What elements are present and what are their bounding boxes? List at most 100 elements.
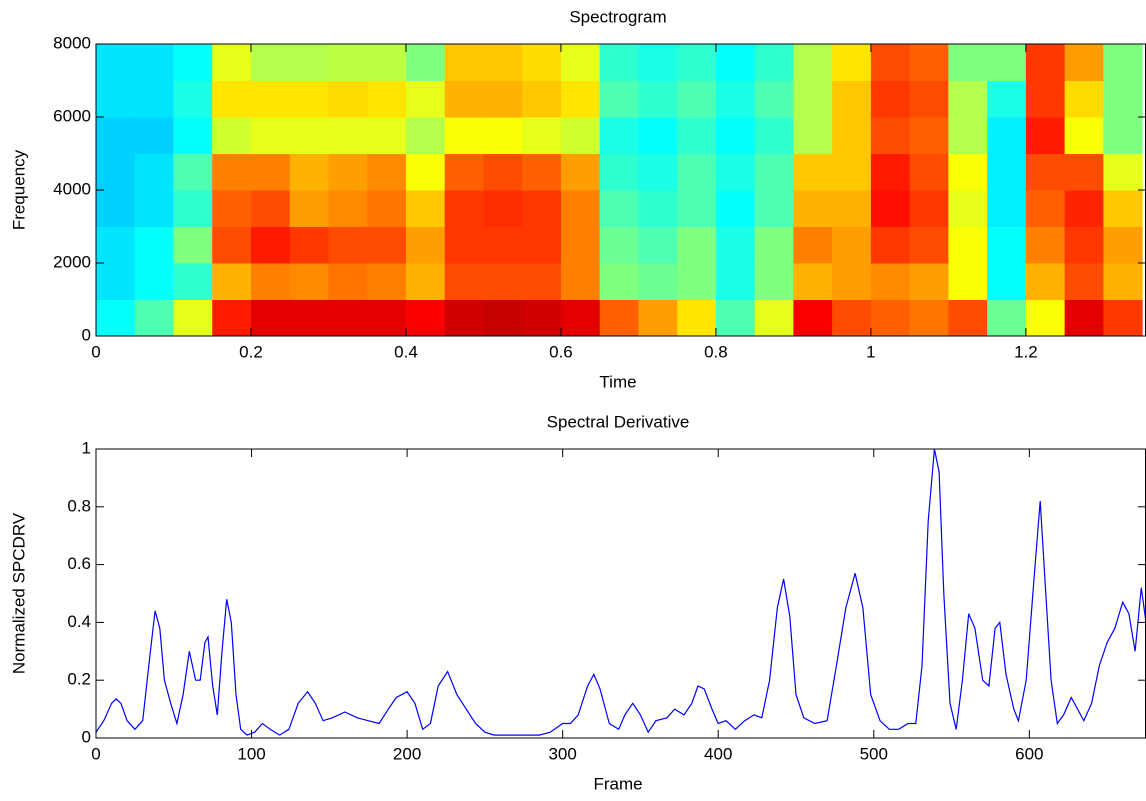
heat-cell <box>832 299 872 336</box>
heat-cell <box>173 153 213 191</box>
heat-cell <box>328 44 368 81</box>
heat-cell <box>754 80 794 118</box>
heat-cell <box>289 80 329 118</box>
y-tick-label: 2000 <box>53 252 91 271</box>
heat-cell <box>134 190 174 227</box>
heat-cell <box>599 80 639 118</box>
x-tick-label: 0.8 <box>704 342 728 361</box>
heat-cell <box>1103 153 1143 191</box>
heat-cell <box>987 226 1027 264</box>
heat-cell <box>1064 263 1104 300</box>
heat-cell <box>1025 80 1066 118</box>
heat-cell <box>987 263 1027 300</box>
heat-cell <box>483 299 523 336</box>
heat-cell <box>560 80 601 118</box>
heat-cell <box>367 190 407 227</box>
heat-cell <box>832 263 872 300</box>
heat-cell <box>715 190 756 227</box>
heat-cell <box>328 153 368 191</box>
y-tick-label: 4000 <box>53 179 91 198</box>
heat-cell <box>173 190 213 227</box>
heat-cell <box>793 190 833 227</box>
y-tick-label: 0.8 <box>67 496 91 515</box>
heat-cell <box>677 190 717 227</box>
heat-cell <box>173 263 213 300</box>
y-tick-label: 6000 <box>53 106 91 125</box>
heat-cell <box>754 263 794 300</box>
heat-cell <box>1103 117 1143 154</box>
heat-cell <box>1064 117 1104 154</box>
heat-cell <box>1064 299 1104 336</box>
heat-cell <box>948 117 988 154</box>
heat-cell <box>483 190 523 227</box>
heat-cell <box>987 44 1027 81</box>
y-tick-label: 1 <box>82 438 91 457</box>
heat-cell <box>328 226 368 264</box>
heat-cell <box>522 44 562 81</box>
heat-cell <box>870 153 911 191</box>
heat-cell <box>250 117 291 154</box>
heat-cell <box>987 117 1027 154</box>
heat-cell <box>909 190 949 227</box>
heat-cell <box>1064 153 1104 191</box>
heat-cell <box>444 190 484 227</box>
x-axis-label: Time <box>599 372 636 391</box>
heat-cell <box>832 153 872 191</box>
heat-cell <box>444 226 484 264</box>
heat-cell <box>832 80 872 118</box>
heat-cell <box>948 153 988 191</box>
x-tick-label: 0.6 <box>549 342 573 361</box>
heat-cell <box>367 153 407 191</box>
heat-cell <box>96 299 136 336</box>
heat-cell <box>289 263 329 300</box>
heat-cell <box>638 263 678 300</box>
heat-cell <box>677 153 717 191</box>
heat-cell <box>870 44 911 81</box>
heat-cell <box>96 117 136 154</box>
heat-cell <box>212 226 252 264</box>
heat-cell <box>250 44 291 81</box>
heat-cell <box>134 226 174 264</box>
heat-cell <box>987 190 1027 227</box>
heat-cell <box>328 263 368 300</box>
axes-box <box>95 448 1146 739</box>
heat-cell <box>793 44 833 81</box>
chart-title: Spectral Derivative <box>547 412 690 431</box>
plot-area <box>96 44 1143 336</box>
heat-cell <box>870 226 911 264</box>
chart-title: Spectrogram <box>569 7 666 26</box>
heat-cell <box>173 226 213 264</box>
heat-cell <box>328 117 368 154</box>
heat-cell <box>522 226 562 264</box>
x-tick-label: 0 <box>91 342 100 361</box>
heat-cell <box>405 190 446 227</box>
heat-cell <box>96 190 136 227</box>
heat-cell <box>715 226 756 264</box>
heat-cell <box>870 80 911 118</box>
heat-cell <box>289 226 329 264</box>
heat-cell <box>212 153 252 191</box>
heat-cell <box>793 117 833 154</box>
heat-cell <box>832 117 872 154</box>
heat-cell <box>987 80 1027 118</box>
x-tick-label: 1.2 <box>1014 342 1038 361</box>
heat-cell <box>948 226 988 264</box>
heat-cell <box>134 299 174 336</box>
heat-cell <box>715 299 756 336</box>
heat-cell <box>599 44 639 81</box>
x-tick-label: 500 <box>860 744 888 763</box>
heat-cell <box>948 44 988 81</box>
heat-cell <box>870 299 911 336</box>
heat-cell <box>560 44 601 81</box>
heat-cell <box>212 190 252 227</box>
heat-cell <box>483 44 523 81</box>
heat-cell <box>638 299 678 336</box>
heat-cell <box>560 117 601 154</box>
heat-cell <box>522 299 562 336</box>
heat-cell <box>444 80 484 118</box>
heat-cell <box>96 263 136 300</box>
heat-cell <box>832 226 872 264</box>
heat-cell <box>367 263 407 300</box>
